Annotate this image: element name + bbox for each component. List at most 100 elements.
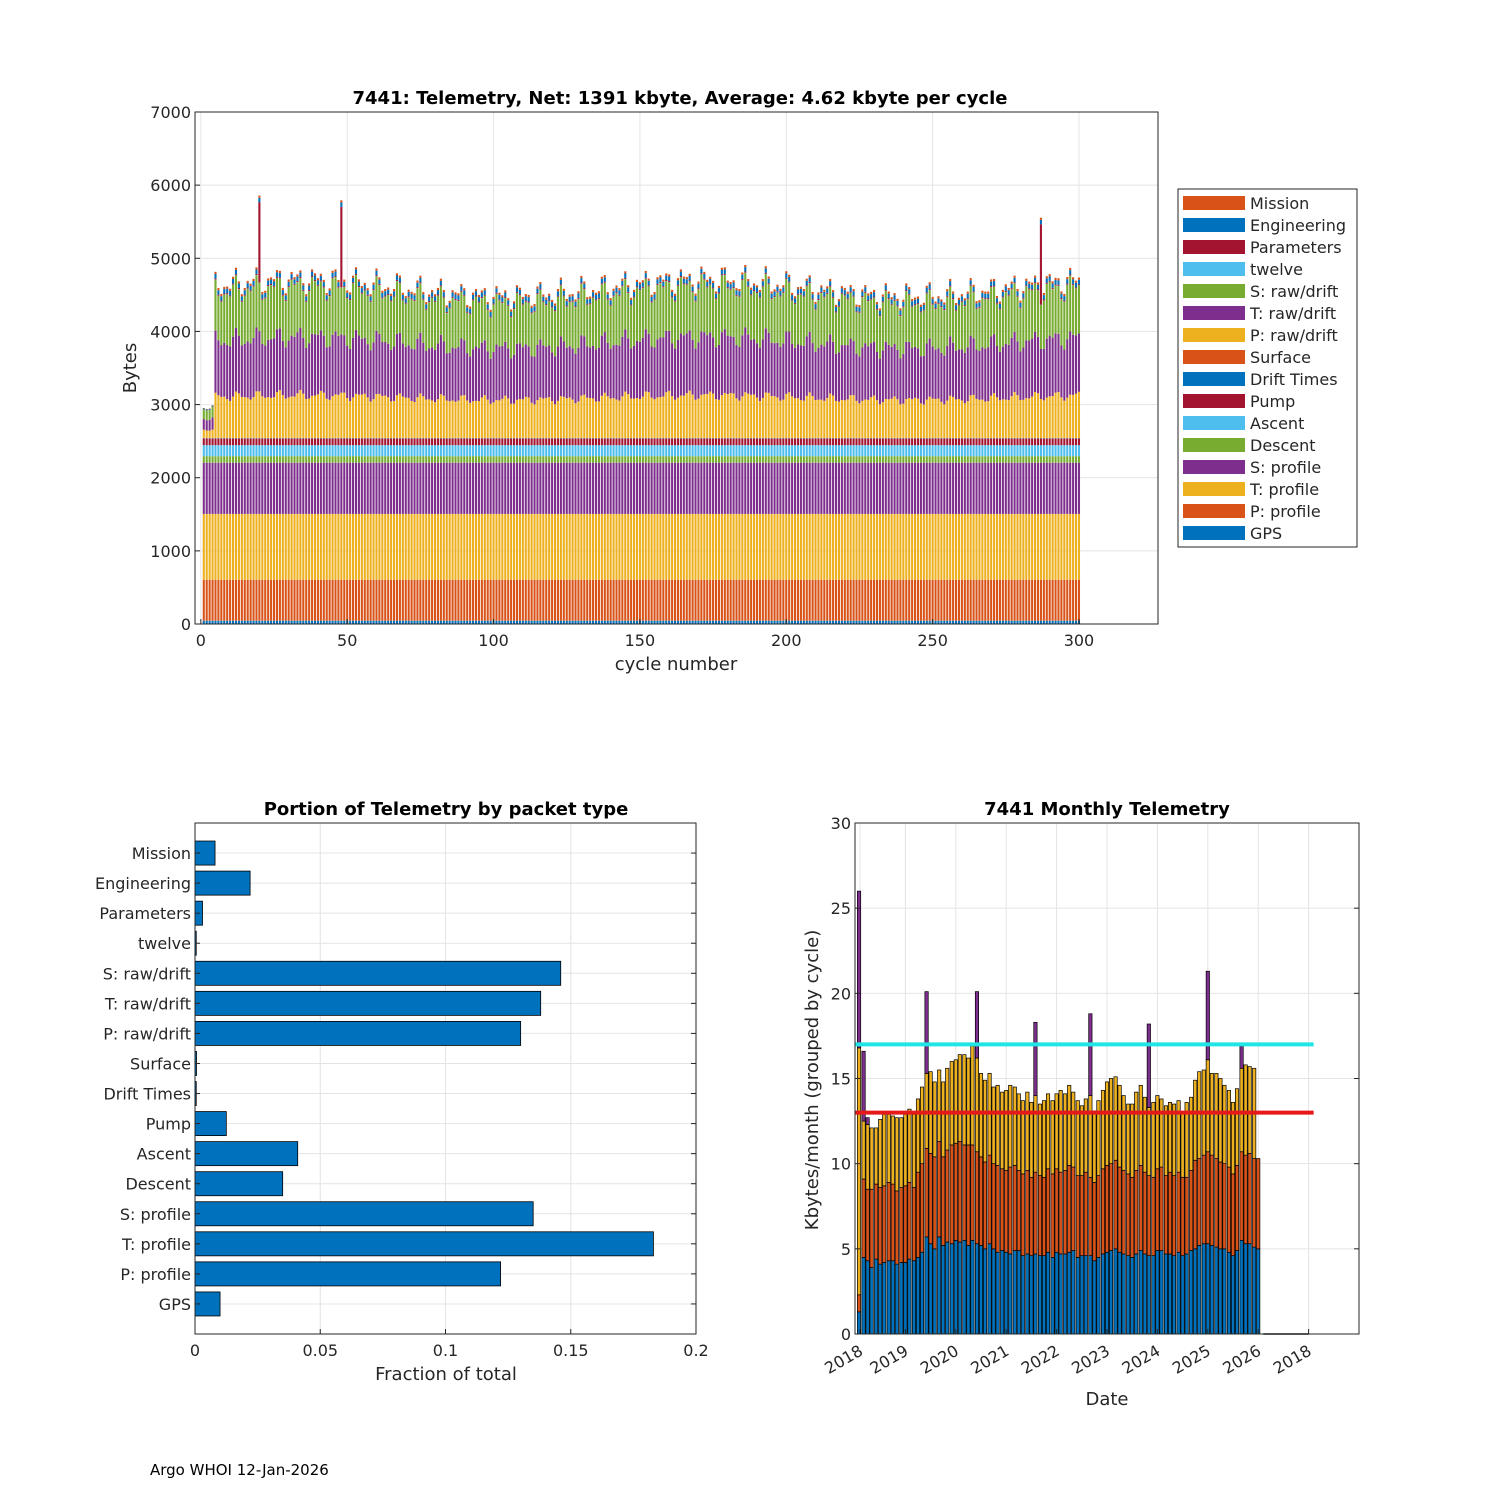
top-bar-segment <box>806 336 808 395</box>
top-bar-segment <box>885 514 887 580</box>
top-bar-segment <box>686 284 688 285</box>
top-bar-segment <box>990 445 992 456</box>
top-bar-segment <box>498 445 500 456</box>
top-bar-segment <box>305 514 307 580</box>
top-bar-segment <box>539 282 541 284</box>
top-bar-segment <box>355 456 357 463</box>
top-bar-segment <box>525 439 527 446</box>
top-bar-segment <box>542 439 544 446</box>
top-bar-segment <box>358 395 360 438</box>
top-bar-segment <box>683 335 685 395</box>
top-bar-segment <box>715 445 717 456</box>
top-bar-segment <box>917 439 919 446</box>
top-bar-segment <box>958 439 960 446</box>
top-bar-segment <box>317 280 319 284</box>
top-bar-segment <box>636 456 638 463</box>
top-bar-segment <box>820 514 822 580</box>
top-bar-segment <box>1072 580 1074 621</box>
top-bar-segment <box>586 580 588 621</box>
top-bar-segment <box>888 514 890 580</box>
top-bar-segment <box>653 580 655 621</box>
top-bar-segment <box>1054 580 1056 621</box>
top-bar-segment <box>952 514 954 580</box>
top-bar-segment <box>460 580 462 621</box>
top-bar-segment <box>1078 285 1080 333</box>
top-bar-segment <box>572 445 574 456</box>
top-bar-segment <box>443 292 445 296</box>
top-bar-segment <box>279 463 281 514</box>
top-bar-segment <box>923 356 925 405</box>
top-bar-segment <box>750 288 752 290</box>
top-bar-segment <box>238 439 240 446</box>
top-bar-segment <box>276 580 278 621</box>
top-x-tick-label: 300 <box>1064 631 1095 650</box>
top-bar-segment <box>422 456 424 463</box>
top-bar-segment <box>235 439 237 446</box>
top-bar-segment <box>835 445 837 456</box>
top-bar-segment <box>569 445 571 456</box>
top-bar-segment <box>621 514 623 580</box>
top-bar-segment <box>923 311 925 356</box>
top-bar-segment <box>554 310 556 311</box>
top-bar-segment <box>428 580 430 621</box>
top-bar-segment <box>408 398 410 438</box>
top-bar-segment <box>601 514 603 580</box>
top-bar-segment <box>475 445 477 456</box>
top-bar-segment <box>712 281 714 283</box>
top-legend-swatch <box>1183 394 1245 408</box>
top-bar-segment <box>291 272 293 274</box>
top-bar-segment <box>911 301 913 305</box>
top-bar-segment <box>990 396 992 438</box>
top-bar-segment <box>943 456 945 463</box>
top-bar-segment <box>850 514 852 580</box>
top-bar-segment <box>967 514 969 580</box>
top-bar-segment <box>542 399 544 438</box>
top-bar-segment <box>378 580 380 621</box>
top-bar-segment <box>975 439 977 446</box>
top-bar-segment <box>261 344 263 396</box>
top-bar-segment <box>437 514 439 580</box>
top-bar-segment <box>686 333 688 393</box>
top-bar-segment <box>847 294 849 298</box>
top-bar-segment <box>607 445 609 456</box>
top-bar-segment <box>1078 392 1080 438</box>
top-bar-segment <box>337 445 339 456</box>
top-bar-segment <box>917 514 919 580</box>
top-bar-segment <box>516 580 518 621</box>
top-bar-segment <box>525 344 527 397</box>
top-bar-segment <box>288 439 290 446</box>
top-bar-segment <box>718 445 720 456</box>
top-bar-segment <box>861 292 863 296</box>
top-bar-segment <box>809 439 811 446</box>
top-bar-segment <box>539 339 541 397</box>
top-bar-segment <box>282 445 284 456</box>
top-bar-segment <box>961 456 963 463</box>
top-bar-segment <box>519 514 521 580</box>
fraction-x-label: Fraction of total <box>375 1364 517 1385</box>
top-bar-segment <box>999 352 1001 400</box>
top-bar-segment <box>598 456 600 463</box>
top-bar-segment <box>779 291 781 295</box>
top-bar-segment <box>563 295 565 296</box>
top-bar-segment <box>774 292 776 296</box>
top-bar-segment <box>715 514 717 580</box>
top-bar-segment <box>814 445 816 456</box>
top-bar-segment <box>466 353 468 400</box>
top-bar-segment <box>820 345 822 400</box>
top-bar-segment <box>478 580 480 621</box>
top-bar-segment <box>390 439 392 446</box>
top-bar-segment <box>648 463 650 514</box>
top-bar-segment <box>697 456 699 463</box>
top-bar-segment <box>475 580 477 621</box>
top-bar-segment <box>411 456 413 463</box>
top-bar-segment <box>393 439 395 446</box>
top-bar-segment <box>674 456 676 463</box>
top-bar-segment <box>940 307 942 353</box>
top-bar-segment <box>273 463 275 514</box>
top-bar-segment <box>375 276 377 330</box>
top-bar-segment <box>411 514 413 580</box>
top-bar-segment <box>487 445 489 456</box>
top-bar-segment <box>914 463 916 514</box>
top-bar-segment <box>329 291 331 295</box>
top-bar-segment <box>536 463 538 514</box>
